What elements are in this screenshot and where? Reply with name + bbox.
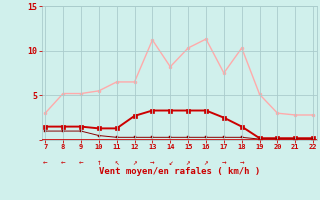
- Text: ↙: ↙: [168, 158, 172, 167]
- Text: ←: ←: [79, 158, 83, 167]
- Text: ←: ←: [61, 158, 65, 167]
- Text: ←: ←: [43, 158, 47, 167]
- Text: ↗: ↗: [186, 158, 190, 167]
- Text: →: →: [221, 158, 226, 167]
- Text: →: →: [239, 158, 244, 167]
- Text: ↗: ↗: [132, 158, 137, 167]
- Text: ↖: ↖: [114, 158, 119, 167]
- X-axis label: Vent moyen/en rafales ( km/h ): Vent moyen/en rafales ( km/h ): [99, 167, 260, 176]
- Text: ↗: ↗: [204, 158, 208, 167]
- Text: →: →: [150, 158, 155, 167]
- Text: ↑: ↑: [96, 158, 101, 167]
